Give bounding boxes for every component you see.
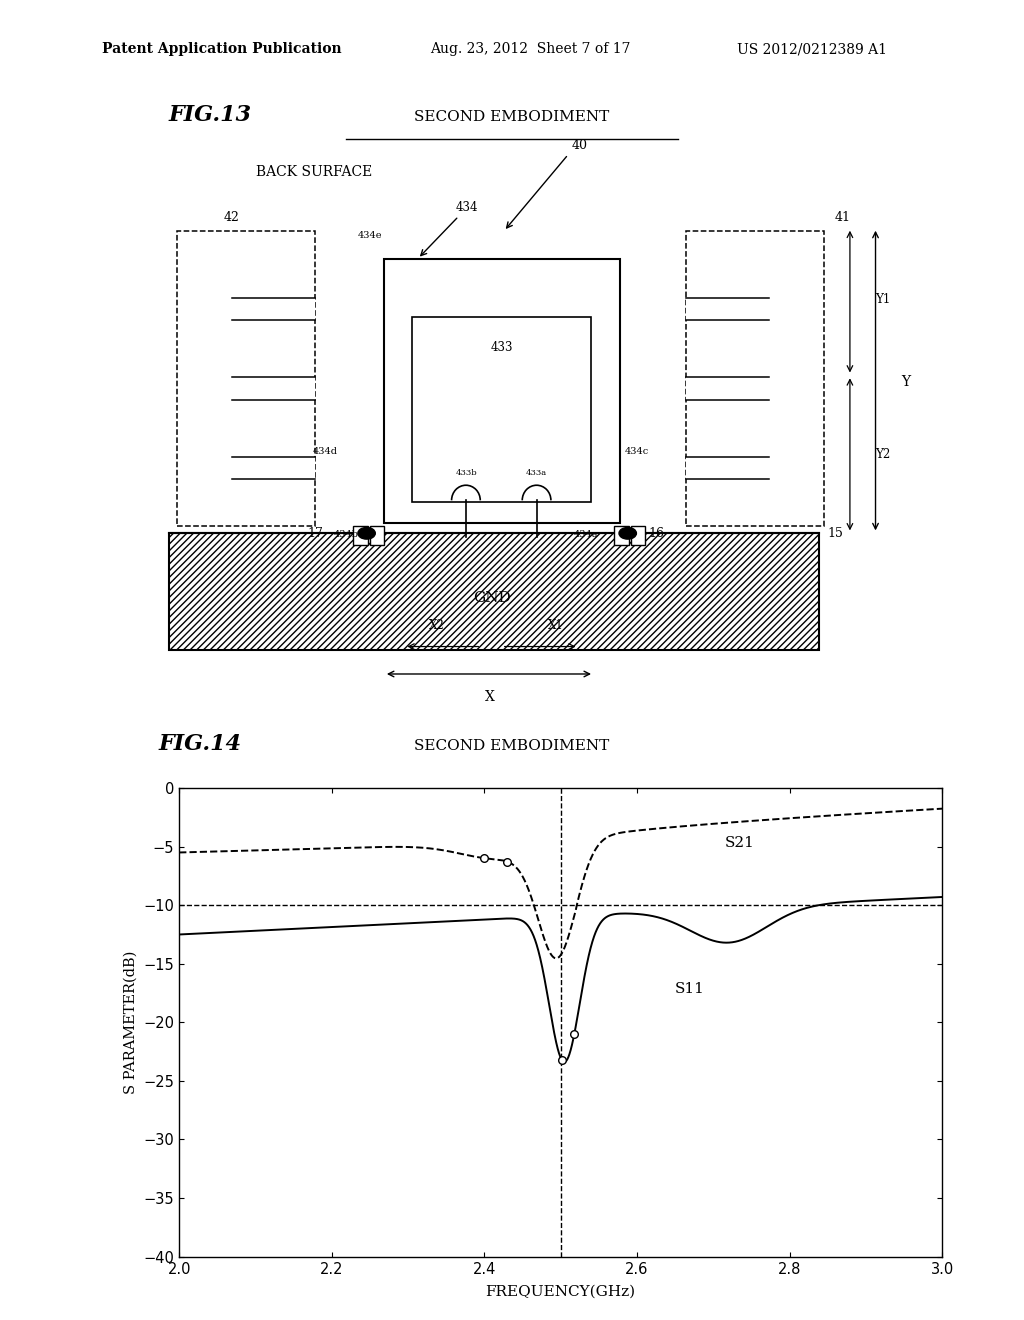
Text: SECOND EMBODIMENT: SECOND EMBODIMENT xyxy=(415,111,609,124)
Text: 433: 433 xyxy=(490,342,513,354)
Text: S11: S11 xyxy=(675,982,705,997)
Bar xyxy=(614,525,629,545)
Text: S21: S21 xyxy=(725,836,755,850)
Text: BACK SURFACE: BACK SURFACE xyxy=(256,165,373,180)
Text: GND: GND xyxy=(473,591,510,605)
Text: 41: 41 xyxy=(835,211,851,224)
Bar xyxy=(370,525,384,545)
Y-axis label: S PARAMETER(dB): S PARAMETER(dB) xyxy=(124,950,138,1094)
Text: Y2: Y2 xyxy=(876,447,891,461)
Text: 434e: 434e xyxy=(357,231,382,240)
Text: X: X xyxy=(484,690,495,705)
Text: Y1: Y1 xyxy=(876,293,891,306)
Text: 40: 40 xyxy=(571,139,588,152)
Text: Aug. 23, 2012  Sheet 7 of 17: Aug. 23, 2012 Sheet 7 of 17 xyxy=(430,42,631,57)
Text: SECOND EMBODIMENT: SECOND EMBODIMENT xyxy=(415,739,609,752)
Text: 434a: 434a xyxy=(573,529,598,539)
Text: 434b: 434b xyxy=(334,529,358,539)
Bar xyxy=(177,231,315,527)
Bar xyxy=(686,457,769,479)
Text: FIG.13: FIG.13 xyxy=(169,104,252,127)
Bar xyxy=(232,457,315,479)
Text: 434d: 434d xyxy=(313,447,338,457)
X-axis label: FREQUENCY(GHz): FREQUENCY(GHz) xyxy=(485,1284,636,1299)
Text: 16: 16 xyxy=(648,527,665,540)
Text: 434: 434 xyxy=(456,201,478,214)
Text: 433b: 433b xyxy=(456,469,478,477)
Bar xyxy=(412,317,591,503)
Text: Patent Application Publication: Patent Application Publication xyxy=(102,42,342,57)
Bar xyxy=(169,533,819,649)
Text: FIG.14: FIG.14 xyxy=(159,733,242,755)
Bar xyxy=(686,298,769,319)
Text: Y: Y xyxy=(901,375,910,389)
Bar xyxy=(631,525,645,545)
Text: 17: 17 xyxy=(307,527,324,540)
Circle shape xyxy=(618,528,636,539)
Text: 434c: 434c xyxy=(625,447,649,457)
Circle shape xyxy=(358,528,375,539)
Bar xyxy=(686,231,824,527)
Bar xyxy=(384,259,620,523)
Text: 433a: 433a xyxy=(526,469,547,477)
Text: X1: X1 xyxy=(548,619,564,632)
Bar xyxy=(232,298,315,319)
Bar xyxy=(353,525,368,545)
Text: X2: X2 xyxy=(429,619,445,632)
Bar xyxy=(232,378,315,400)
Text: 15: 15 xyxy=(827,527,844,540)
Text: 42: 42 xyxy=(223,211,240,224)
Bar xyxy=(686,378,769,400)
Text: US 2012/0212389 A1: US 2012/0212389 A1 xyxy=(737,42,887,57)
